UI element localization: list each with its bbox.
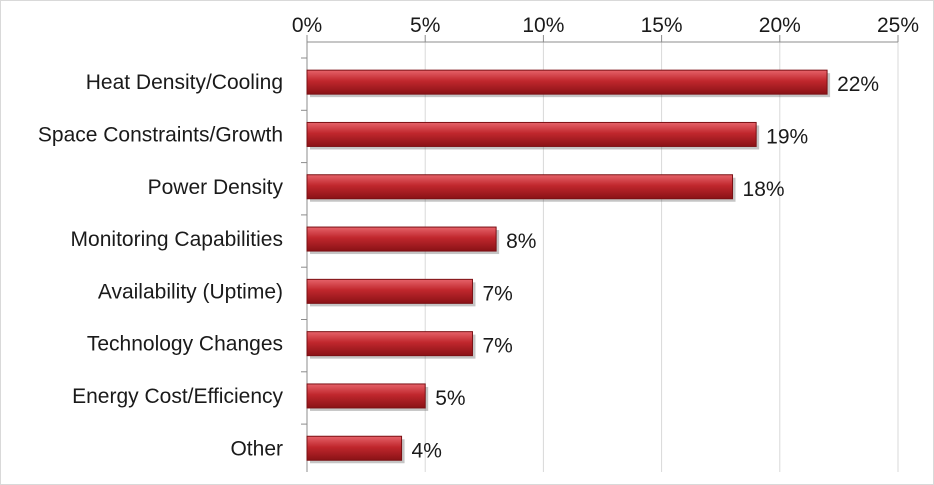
data-label: 5% (435, 387, 465, 410)
category-label: Heat Density/Cooling (86, 71, 283, 94)
category-label: Other (230, 437, 283, 460)
data-label: 19% (766, 125, 808, 148)
bar (306, 383, 426, 409)
data-label: 7% (482, 282, 512, 305)
x-tick-label: 20% (759, 14, 801, 37)
data-label: 8% (506, 230, 536, 253)
category-label: Space Constraints/Growth (38, 123, 283, 146)
category-label: Energy Cost/Efficiency (72, 385, 283, 408)
bar (306, 69, 828, 95)
category-label: Monitoring Capabilities (71, 228, 283, 251)
data-label: 4% (412, 439, 442, 462)
category-label: Availability (Uptime) (98, 280, 283, 303)
category-label: Technology Changes (87, 333, 283, 356)
bar (306, 226, 497, 252)
category-label: Power Density (148, 176, 284, 199)
data-label: 18% (743, 178, 785, 201)
labels: 0% 5% 10% 15% 20% 25% Heat Density/Cooling 22% S… (38, 14, 919, 462)
data-label: 7% (482, 335, 512, 358)
bar (306, 435, 403, 461)
x-tick-label: 15% (641, 14, 683, 37)
x-tick-label: 0% (292, 14, 322, 37)
x-tick-label: 10% (522, 14, 564, 37)
bar (306, 121, 757, 147)
bar (306, 278, 473, 304)
bar (306, 174, 734, 200)
x-tick-label: 25% (877, 14, 919, 37)
data-label: 22% (837, 73, 879, 96)
x-tick-label: 5% (410, 14, 440, 37)
bars (306, 69, 831, 464)
bar (306, 331, 473, 357)
